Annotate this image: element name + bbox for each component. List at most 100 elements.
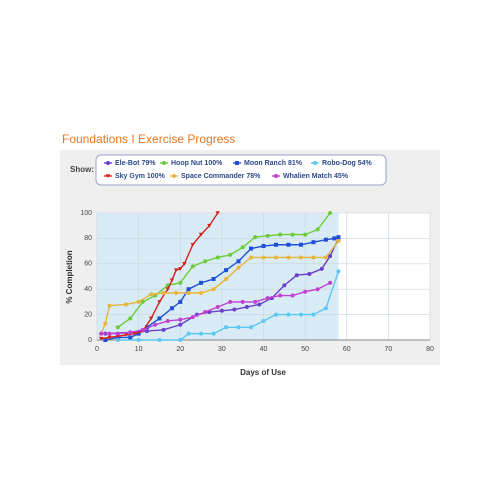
point [128, 335, 133, 340]
point [198, 232, 204, 237]
point [282, 283, 287, 288]
point [103, 321, 108, 326]
point [211, 331, 216, 336]
point [257, 302, 262, 307]
point [157, 338, 162, 342]
legend-marker [274, 174, 278, 178]
point [144, 325, 149, 330]
legend-marker [106, 161, 110, 165]
point [311, 240, 316, 245]
point [261, 255, 266, 260]
point [153, 322, 158, 327]
point [290, 232, 295, 237]
point [336, 235, 341, 240]
point [128, 316, 133, 321]
point [144, 329, 149, 334]
point [173, 268, 179, 273]
point [228, 299, 233, 304]
point [253, 235, 258, 240]
point [240, 245, 245, 250]
y-tick-label: 80 [84, 235, 92, 242]
point [298, 255, 303, 260]
point [323, 306, 328, 311]
point [207, 223, 212, 228]
point [99, 331, 104, 336]
point [186, 331, 191, 336]
point [178, 267, 183, 271]
point [273, 242, 278, 247]
point [236, 325, 241, 330]
point [186, 287, 191, 292]
point [273, 255, 278, 260]
point [336, 269, 341, 274]
point [273, 312, 278, 317]
series-line [101, 282, 331, 335]
point [107, 331, 112, 336]
x-tick-label: 50 [301, 346, 309, 353]
x-axis-label: Days of Use [240, 368, 286, 377]
point [107, 303, 112, 308]
point [115, 325, 120, 330]
point [278, 293, 283, 298]
point [128, 330, 133, 335]
point [286, 312, 291, 317]
x-tick-label: 20 [176, 346, 184, 353]
point [190, 315, 195, 320]
y-tick-label: 40 [84, 286, 92, 293]
legend-marker [162, 161, 166, 165]
point [298, 242, 303, 247]
y-axis-label: % Completion [65, 250, 74, 303]
x-tick-label: 30 [218, 346, 226, 353]
point [115, 338, 120, 342]
point [265, 233, 270, 238]
point [165, 287, 170, 292]
point [224, 325, 229, 330]
point [124, 302, 129, 307]
point [107, 335, 112, 340]
point [178, 338, 183, 342]
point [211, 277, 216, 282]
point [161, 327, 166, 332]
series-line [105, 238, 340, 335]
point [178, 322, 183, 327]
y-tick-label: 0 [88, 337, 92, 344]
point [140, 327, 145, 332]
point [157, 300, 162, 304]
point [219, 308, 224, 313]
point [328, 211, 333, 215]
y-tick-label: 100 [80, 210, 92, 217]
point [240, 299, 245, 304]
point [115, 331, 120, 336]
point [98, 336, 104, 341]
point [178, 280, 183, 285]
legend-entry: Ele-Bot 79% [115, 160, 156, 167]
point [249, 255, 254, 260]
y-tick-label: 20 [84, 311, 92, 318]
point [103, 338, 108, 342]
point [199, 291, 204, 296]
point [178, 299, 183, 304]
point [136, 338, 141, 342]
point [165, 318, 170, 323]
legend-marker [313, 161, 317, 165]
point [244, 304, 249, 309]
point [215, 211, 220, 215]
point [286, 255, 291, 260]
point [140, 299, 145, 304]
x-tick-label: 40 [260, 346, 268, 353]
legend-marker [172, 174, 176, 178]
point [290, 293, 295, 298]
legend-marker [235, 161, 239, 165]
point [236, 265, 241, 270]
legend-label: Show: [70, 165, 94, 174]
point [215, 255, 220, 260]
chart-title: Foundations I Exercise Progress [62, 132, 235, 146]
point [303, 289, 308, 294]
series-line [117, 212, 331, 328]
point [161, 291, 166, 296]
legend-entry: Hoop Nut 100% [171, 160, 223, 167]
point [261, 318, 266, 323]
point [203, 259, 208, 264]
